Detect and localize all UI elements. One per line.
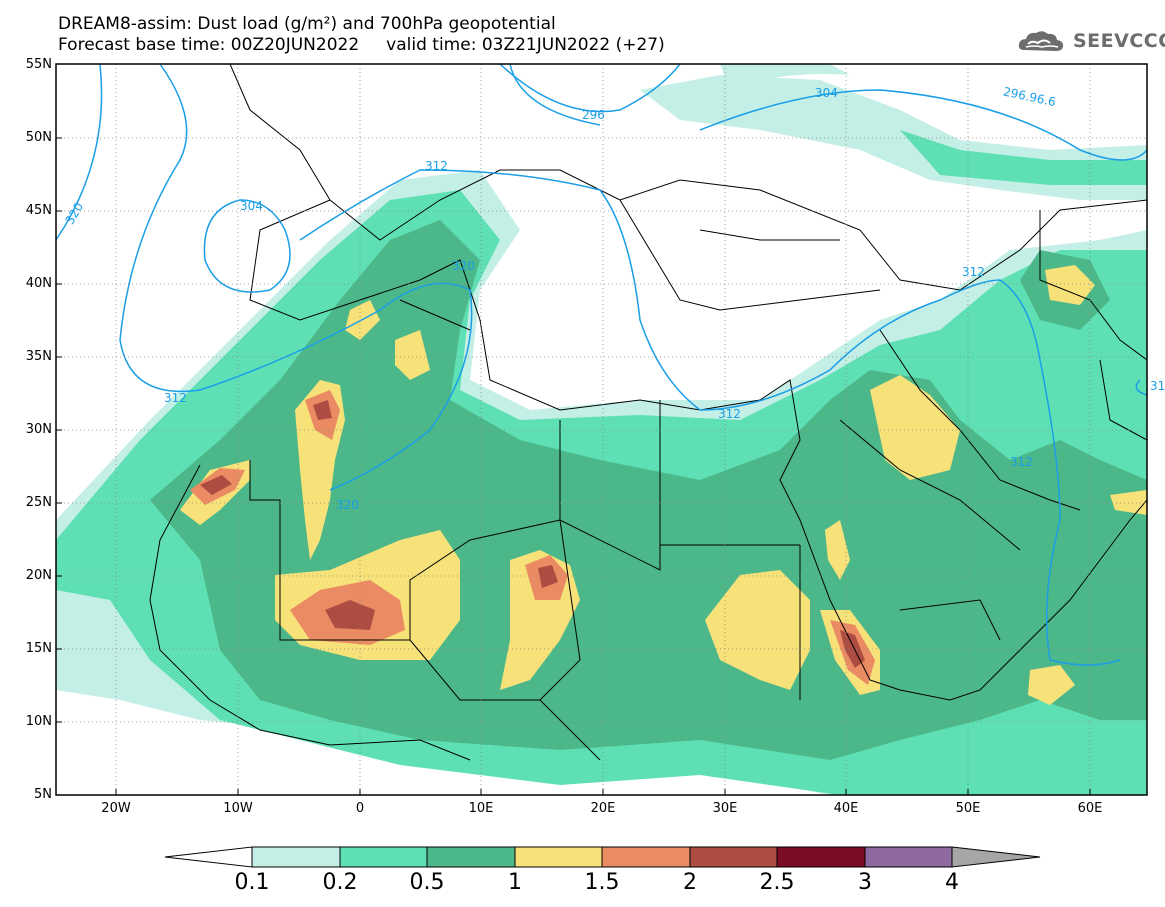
lon-label: 30E (712, 801, 738, 816)
dust-region-1.0 (395, 330, 430, 380)
colorbar-segment (426, 846, 516, 868)
dust-region-2.0 (538, 565, 558, 588)
colorbar-label: 2 (683, 870, 697, 895)
colorbar-segment (339, 846, 428, 868)
colorbar-segment (689, 846, 778, 868)
colorbar (164, 846, 1041, 868)
lat-label: 35N (25, 349, 52, 364)
dust-region-2.0 (200, 475, 232, 495)
country-borders (149, 64, 1147, 761)
colorbar-label: 1 (508, 870, 522, 895)
lat-label: 15N (25, 641, 52, 656)
dust-region-1.0 (1110, 490, 1147, 515)
colorbar-label: 3 (858, 870, 872, 895)
contour-label: 296 (582, 108, 605, 122)
geopotential-contours (56, 64, 1147, 666)
lon-label: 0 (355, 801, 365, 816)
dust-region-1.0 (705, 570, 810, 690)
dust-load-field (56, 64, 1147, 795)
lon-label: 60E (1077, 801, 1103, 816)
forecast-time-subtitle: Forecast base time: 00Z20JUN2022 valid t… (58, 35, 665, 55)
axis-ticks (56, 137, 1091, 795)
lat-label: 25N (25, 495, 52, 510)
dust-region-1.0 (1028, 665, 1075, 705)
colorbar-label: 2.5 (759, 870, 795, 895)
colorbar-segment (951, 846, 1041, 868)
logo-text: SEEVCCC (1073, 30, 1165, 52)
contour-label: 312 (1010, 455, 1033, 469)
contour-label: 304 (240, 199, 263, 213)
lon-label: 10E (468, 801, 494, 816)
contour-label: 312 (425, 159, 448, 173)
colorbar-segment (864, 846, 953, 868)
contour-label: 312 (1150, 379, 1165, 393)
contour-label: 312 (164, 391, 187, 405)
contour-label: 304 (815, 86, 838, 100)
colorbar-segment (164, 846, 253, 868)
map-title: DREAM8-assim: Dust load (g/m²) and 700hP… (58, 14, 556, 34)
dust-region-1.0 (825, 520, 850, 580)
colorbar-segment (251, 846, 341, 868)
dust-region-0.1 (720, 64, 850, 90)
colorbar-label: 0.5 (409, 870, 445, 895)
lat-label: 50N (25, 130, 52, 145)
lat-label: 45N (25, 203, 52, 218)
lon-label: 50E (955, 801, 981, 816)
colorbar-label: 0.1 (234, 870, 270, 895)
contour-label: 320 (452, 259, 475, 273)
dust-region-1.0 (870, 375, 960, 480)
cloud-logo-icon (1018, 31, 1064, 51)
lat-label: 30N (25, 422, 52, 437)
colorbar-segment (776, 846, 866, 868)
colorbar-segment (514, 846, 603, 868)
colorbar-label: 0.2 (322, 870, 358, 895)
lat-label: 55N (25, 57, 52, 72)
dust-region-2.0 (325, 600, 375, 630)
lat-label: 20N (25, 568, 52, 583)
contour-label: 312 (718, 407, 741, 421)
contour-label: 312 (962, 265, 985, 279)
lat-label: 40N (25, 276, 52, 291)
dust-region-0.2 (900, 130, 1147, 185)
colorbar-label: 1.5 (584, 870, 620, 895)
dust-region-2.0 (313, 400, 332, 420)
colorbar-label: 4 (945, 870, 959, 895)
dust-region-1.0 (1045, 265, 1095, 305)
lat-label: 5N (34, 787, 52, 802)
lon-label: 40E (833, 801, 859, 816)
contour-label: 320 (336, 498, 359, 512)
lon-label: 10W (223, 801, 253, 816)
lon-label: 20E (590, 801, 616, 816)
colorbar-segment (601, 846, 691, 868)
lon-label: 20W (101, 801, 131, 816)
lat-label: 10N (25, 714, 52, 729)
